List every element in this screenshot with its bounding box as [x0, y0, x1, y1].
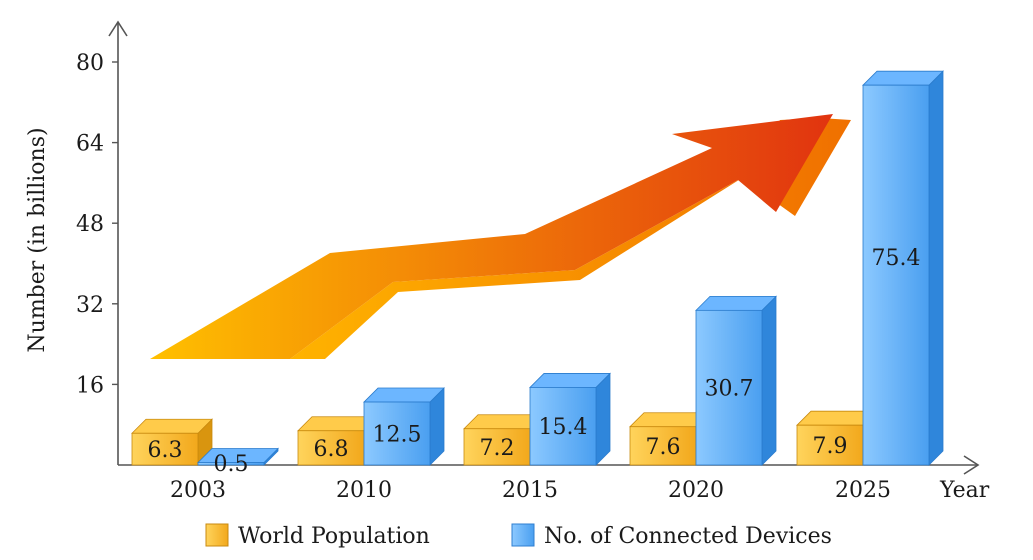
legend-swatch-world-population — [205, 523, 229, 547]
y-tick-label: 80 — [76, 51, 104, 76]
x-category-label-2015: 2015 — [502, 478, 558, 503]
bar-devices-2010 — [363, 387, 445, 466]
bar-front-population — [796, 424, 864, 466]
legend-item-world-population: World Population — [205, 523, 430, 549]
bar-front-devices — [862, 84, 930, 466]
trend-arrow-body — [150, 114, 833, 359]
bar-top-devices — [695, 295, 777, 311]
y-tick-label: 32 — [76, 293, 104, 318]
legend-item-connected-devices: No. of Connected Devices — [511, 523, 832, 549]
legend-swatch-connected-devices — [511, 523, 535, 547]
data-label-population-2003: 6.3 — [148, 438, 183, 463]
data-label-devices-2015: 15.4 — [539, 415, 588, 440]
y-axis-title: Number (in billions) — [25, 127, 50, 352]
bar-front-devices — [695, 309, 763, 466]
bar-front-population — [629, 426, 697, 466]
data-label-population-2025: 7.9 — [813, 434, 848, 459]
data-label-devices-2010: 12.5 — [373, 423, 422, 448]
bar-side-devices — [761, 295, 777, 466]
data-label-population-2015: 7.2 — [480, 436, 515, 461]
bar-side-devices — [595, 372, 611, 466]
bar-top-devices — [363, 387, 445, 403]
data-label-devices-2003: 0.5 — [214, 452, 249, 477]
data-label-devices-2020: 30.7 — [705, 377, 754, 402]
y-ticks: 16 32 48 64 80 — [76, 51, 118, 398]
bar-front-population — [463, 428, 531, 466]
x-category-label-2003: 2003 — [170, 478, 226, 503]
legend-label-connected-devices: No. of Connected Devices — [544, 524, 832, 549]
bar-devices-2015 — [529, 372, 611, 466]
bar-top-devices — [529, 373, 611, 388]
x-category-labels: 2003 2010 2015 2020 2025 — [170, 478, 891, 503]
x-category-label-2020: 2020 — [668, 478, 724, 503]
data-label-devices-2025: 75.4 — [872, 246, 921, 271]
x-category-label-2010: 2010 — [336, 478, 392, 503]
bar-devices-2020 — [695, 295, 777, 466]
bar-front-population — [297, 430, 365, 466]
bar-population-2020 — [629, 411, 711, 466]
bar-front-devices — [363, 401, 431, 466]
trend-arrow — [150, 114, 851, 359]
legend-label-world-population: World Population — [238, 524, 430, 549]
bar-devices-2025 — [862, 70, 944, 466]
x-axis-arrowhead — [963, 455, 980, 475]
bar-devices-2003 — [197, 447, 279, 466]
bars: 6.3 0.5 6.8 12.5 7.2 15.4 7.6 30.7 7.9 75.4 — [131, 70, 944, 477]
bar-front-devices — [529, 387, 597, 466]
bar-top-devices — [862, 70, 944, 86]
bar-population-2025 — [796, 410, 878, 466]
bar-front-population — [131, 432, 199, 466]
bar-front-devices — [197, 462, 265, 466]
y-tick-label: 64 — [76, 132, 104, 157]
x-axis-title: Year — [939, 478, 990, 503]
y-tick-label: 16 — [76, 373, 104, 398]
legend: World Population No. of Connected Device… — [205, 523, 832, 549]
bar-top-population — [131, 418, 213, 434]
bar-side-devices — [928, 70, 944, 466]
y-axis-arrowhead — [108, 20, 128, 37]
data-label-population-2010: 6.8 — [314, 437, 349, 462]
data-label-population-2020: 7.6 — [646, 435, 681, 460]
y-tick-label: 48 — [76, 212, 104, 237]
x-category-label-2025: 2025 — [835, 478, 891, 503]
bar-population-2003 — [131, 418, 213, 466]
